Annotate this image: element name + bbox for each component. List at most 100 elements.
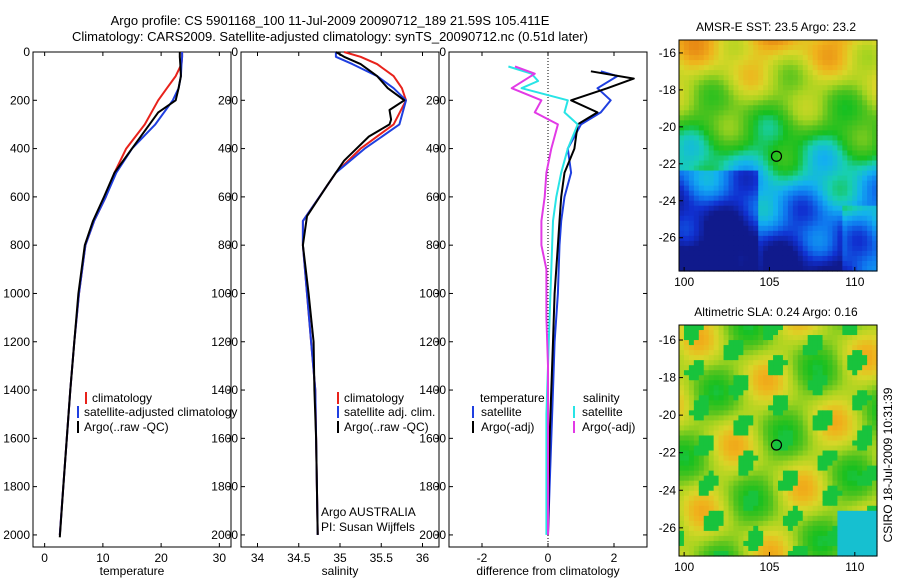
heatmap-cell — [683, 245, 690, 252]
heatmap-cell — [817, 195, 824, 202]
heatmap-cell — [683, 410, 690, 416]
heatmap-cell — [807, 490, 814, 497]
heatmap-cell — [693, 85, 700, 91]
heatmap-cell — [812, 145, 819, 152]
heatmap-cell — [773, 235, 779, 242]
heatmap-cell — [713, 195, 720, 202]
heatmap-cell — [758, 455, 764, 462]
heatmap-cell — [773, 550, 779, 557]
heatmap-cell — [713, 335, 720, 341]
heatmap-cell — [807, 495, 814, 502]
heatmap-cell — [733, 90, 739, 96]
heatmap-cell — [802, 470, 809, 477]
heatmap-cell — [837, 95, 843, 101]
heatmap-cell — [807, 215, 814, 222]
heatmap-cell — [797, 120, 804, 126]
heatmap-cell — [768, 485, 774, 492]
heatmap-cell — [703, 150, 710, 157]
heatmap-cell — [817, 255, 824, 262]
heatmap-cell — [683, 195, 690, 202]
heatmap-cell — [842, 445, 848, 452]
heatmap-cell — [837, 455, 843, 462]
heatmap-cell — [792, 145, 799, 152]
heatmap-cell — [733, 445, 739, 452]
heatmap-cell — [847, 455, 853, 462]
heatmap-cell — [708, 365, 715, 371]
heatmap-cell — [812, 410, 819, 416]
heatmap-cell — [693, 250, 700, 257]
heatmap-cell — [822, 255, 829, 262]
heatmap-cell — [802, 480, 809, 487]
heatmap-cell — [862, 250, 868, 257]
heatmap-cell — [703, 110, 710, 116]
heatmap-cell — [743, 490, 749, 497]
heatmap-cell — [723, 85, 730, 91]
heatmap-cell — [812, 240, 819, 247]
heatmap-cell — [763, 60, 769, 66]
heatmap-cell — [679, 205, 685, 212]
heatmap-cell — [847, 125, 853, 131]
y-tick-label: 1400 — [419, 383, 446, 397]
heatmap-cell — [728, 515, 735, 522]
heatmap-cell — [787, 180, 794, 187]
heatmap-cell — [693, 355, 700, 361]
heatmap-cell — [782, 420, 789, 427]
heatmap-cell — [753, 180, 759, 187]
heatmap-cell — [738, 70, 744, 76]
heatmap-cell — [802, 445, 809, 452]
heatmap-cell — [812, 390, 819, 396]
heatmap-cell — [822, 195, 829, 202]
heatmap-cell — [837, 460, 843, 467]
heatmap-cell — [698, 95, 705, 101]
heatmap-cell — [679, 125, 685, 131]
heatmap-cell — [733, 345, 739, 351]
heatmap-cell — [857, 100, 863, 106]
heatmap-cell — [703, 400, 710, 406]
difference-legend-salinity-title: salinity — [583, 391, 620, 405]
heatmap-cell — [753, 255, 759, 262]
heatmap-cell — [733, 55, 739, 61]
heatmap-cell — [713, 345, 720, 351]
heatmap-cell — [817, 415, 824, 422]
heatmap-cell — [723, 265, 730, 272]
heatmap-cell — [778, 175, 784, 182]
heatmap-cell — [693, 220, 700, 227]
heatmap-cell — [857, 395, 863, 401]
heatmap-cell — [753, 240, 759, 247]
heatmap-cell — [703, 60, 710, 66]
heatmap-cell — [693, 345, 700, 351]
heatmap-cell — [753, 435, 759, 442]
heatmap-cell — [688, 380, 695, 386]
heatmap-cell — [679, 395, 685, 401]
heatmap-cell — [832, 550, 838, 557]
heatmap-cell — [693, 180, 700, 187]
heatmap-cell — [728, 545, 735, 552]
y-tick-label: 1400 — [3, 383, 30, 397]
heatmap-cell — [872, 75, 878, 81]
heatmap-cell — [802, 425, 809, 432]
heatmap-cell — [867, 330, 873, 336]
heatmap-cell — [773, 210, 779, 217]
heatmap-cell — [857, 325, 863, 331]
heatmap-cell — [852, 125, 858, 131]
heatmap-cell — [862, 50, 868, 56]
heatmap-cell — [738, 150, 744, 157]
heatmap-cell — [832, 480, 838, 487]
heatmap-cell — [738, 95, 744, 101]
heatmap-cell — [842, 120, 848, 126]
heatmap-cell — [778, 335, 784, 341]
heatmap-cell — [768, 470, 774, 477]
heatmap-cell — [817, 190, 824, 197]
heatmap-cell — [862, 95, 868, 101]
heatmap-cell — [817, 55, 824, 61]
heatmap-cell — [768, 385, 774, 391]
heatmap-cell — [852, 375, 858, 381]
heatmap-cell — [862, 485, 868, 492]
heatmap-cell — [688, 410, 695, 416]
heatmap-cell — [698, 245, 705, 252]
heatmap-cell — [782, 365, 789, 371]
sla-map-frame — [678, 324, 878, 557]
heatmap-cell — [792, 400, 799, 406]
heatmap-cell — [693, 200, 700, 207]
heatmap-cell — [758, 440, 764, 447]
